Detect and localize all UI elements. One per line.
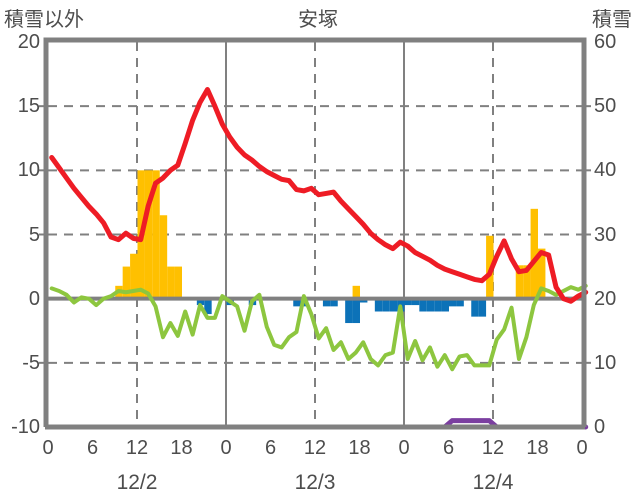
precipitation-rain-bar (523, 265, 531, 299)
right-axis-tick-label: 60 (594, 31, 617, 53)
x-axis-tick-label: 6 (86, 437, 99, 459)
precipitation-snow-bar (471, 298, 479, 317)
precipitation-snow-bar (478, 298, 487, 317)
precipitation-rain-bar (122, 266, 131, 299)
precipitation-rain-bar (174, 266, 182, 299)
x-axis-tick-label: 0 (398, 437, 410, 459)
x-axis-tick-label: 12 (303, 437, 327, 459)
precipitation-snow-bar (456, 298, 464, 307)
precipitation-snow-bar (330, 298, 338, 307)
right-axis-tick-label: 0 (594, 416, 606, 438)
x-axis-tick-label: 18 (348, 437, 371, 459)
precipitation-snow-bar (441, 298, 449, 312)
precipitation-rain-bar (152, 170, 160, 299)
temperature-line (49, 86, 589, 304)
x-axis-tick-label: 18 (526, 437, 549, 459)
x-axis-day-label: 12/4 (472, 471, 514, 494)
precipitation-rain-bar (515, 265, 524, 299)
precipitation-snow-bar (352, 298, 360, 324)
right-axis-tick-label: 10 (594, 351, 617, 374)
left-axis-tick-label: 5 (28, 223, 40, 246)
precipitation-snow-bar (345, 298, 353, 324)
precipitation-snow-bar (322, 298, 331, 307)
left-axis-tick-label: 10 (17, 159, 40, 182)
x-axis-day-label: 12/3 (294, 471, 336, 494)
x-axis-tick-label: 12 (125, 437, 149, 459)
x-axis-tick-label: 6 (442, 437, 455, 459)
right-axis-tick-label: 50 (594, 95, 617, 118)
precipitation-rain-bar (530, 208, 538, 299)
right-axis-title: 積雪 (592, 9, 632, 31)
left-axis-tick-label: 15 (17, 95, 40, 118)
precipitation-snow-bar (204, 298, 212, 315)
precipitation-rain-bar (130, 253, 138, 299)
precipitation-snow-bar (389, 298, 398, 312)
x-axis-tick-label: 12 (481, 437, 505, 459)
x-axis-tick-label: 0 (42, 437, 54, 459)
right-axis-tick-label: 20 (594, 287, 617, 310)
precipitation-rain-bar (167, 266, 175, 299)
x-axis-tick-label: 18 (170, 437, 193, 459)
precipitation-snow-bar (382, 298, 390, 312)
chart-title: 安塚 (298, 9, 338, 31)
precipitation-rain-bar (144, 170, 153, 299)
precipitation-snow-bar (404, 298, 412, 306)
precipitation-snow-bar (196, 298, 205, 306)
precipitation-rain-bar (352, 285, 360, 299)
left-axis-title: 積雪以外 (4, 9, 84, 31)
left-axis-tick-label: -5 (22, 351, 40, 374)
precipitation-snow-bar (293, 298, 301, 307)
precipitation-snow-bar (426, 298, 435, 312)
precipitation-snow-bar (411, 298, 420, 306)
x-axis-tick-label: 0 (220, 437, 232, 459)
x-axis-tick-label: 6 (264, 437, 277, 459)
precipitation-snow-bar (374, 298, 383, 312)
left-axis-tick-label: -10 (11, 416, 40, 438)
left-axis-tick-label: 20 (17, 31, 40, 53)
precipitation-snow-bar (419, 298, 427, 312)
wind-line (49, 283, 588, 372)
right-axis-tick-label: 30 (594, 223, 617, 246)
left-axis-tick-label: 0 (28, 287, 40, 310)
precipitation-rain-bar (538, 248, 546, 299)
precipitation-snow-bar (449, 298, 457, 307)
x-axis-tick-label: 0 (576, 437, 588, 459)
right-axis-tick-label: 40 (594, 159, 617, 182)
x-axis-day-label: 12/2 (116, 471, 158, 494)
precipitation-rain-bar (159, 215, 168, 299)
precipitation-snow-bar (434, 298, 442, 312)
